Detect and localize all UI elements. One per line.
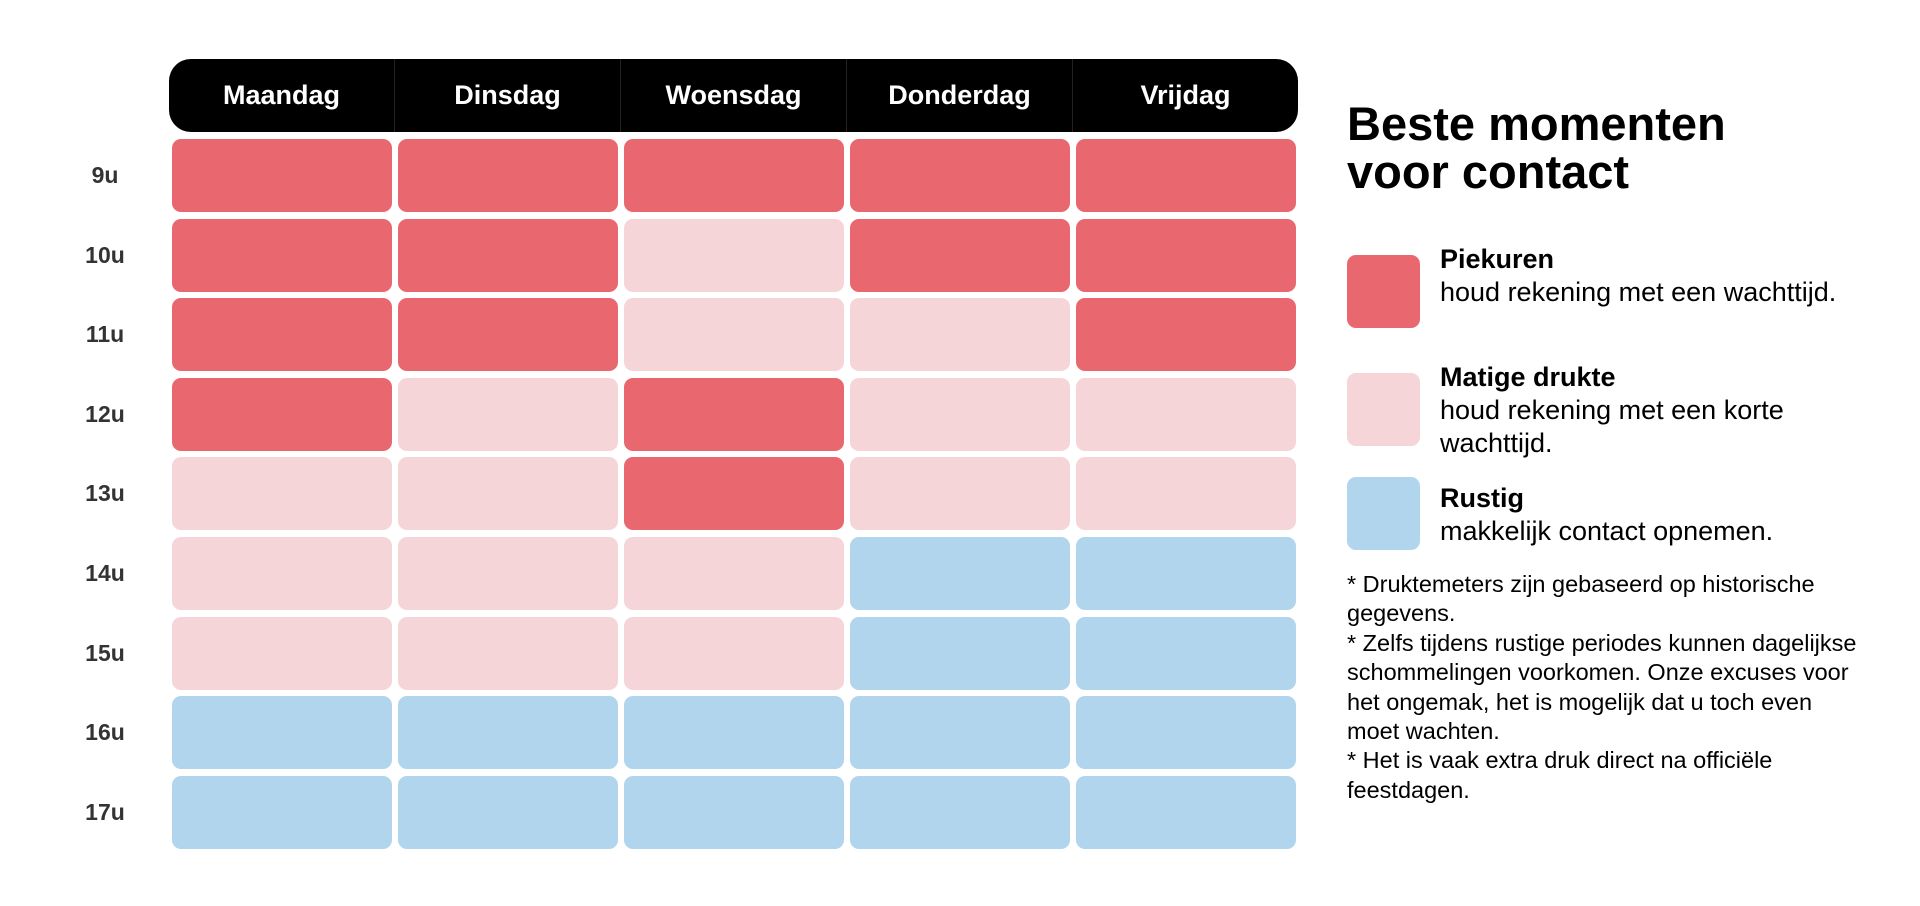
hour-label: 13u <box>85 480 125 507</box>
legend-desc: makkelijk contact opnemen. <box>1440 516 1774 546</box>
cell-piek <box>398 139 618 212</box>
legend-swatch-matig <box>1347 373 1420 446</box>
cell-piek <box>398 218 618 292</box>
cell-rustig <box>1076 537 1296 610</box>
day-header-dinsdag: Dinsdag <box>394 59 620 132</box>
cell-piek <box>1076 298 1296 372</box>
cell-matig <box>172 616 392 690</box>
legend-swatch-rustig <box>1347 477 1420 550</box>
hour-label: 17u <box>85 798 125 825</box>
cell-matig <box>1076 377 1296 451</box>
legend-item-piek: Piekuren houd rekening met een wachttijd… <box>1440 243 1860 309</box>
cell-rustig <box>398 775 618 849</box>
legend-label: Rustig <box>1440 483 1524 513</box>
hour-label: 10u <box>85 241 125 268</box>
legend-item-rustig: Rustig makkelijk contact opnemen. <box>1440 482 1860 548</box>
legend-desc: houd rekening met een wachttijd. <box>1440 277 1837 307</box>
legend-swatch-piek <box>1347 255 1420 328</box>
footnote: * Het is vaak extra druk direct na offic… <box>1347 747 1773 803</box>
cell-rustig <box>172 696 392 770</box>
cell-matig <box>624 218 844 292</box>
day-header-woensdag: Woensdag <box>620 59 846 132</box>
cell-matig <box>850 377 1070 451</box>
cell-piek <box>624 139 844 212</box>
day-header-donderdag: Donderdag <box>846 59 1072 132</box>
cell-piek <box>172 218 392 292</box>
cell-rustig <box>1076 616 1296 690</box>
cell-matig <box>624 616 844 690</box>
cell-piek <box>850 139 1070 212</box>
cell-rustig <box>850 616 1070 690</box>
legend-title-line2: voor contact <box>1347 145 1630 198</box>
cell-matig <box>172 537 392 610</box>
cell-piek <box>624 377 844 451</box>
cell-matig <box>850 457 1070 531</box>
cell-matig <box>624 298 844 372</box>
cell-rustig <box>624 696 844 770</box>
hour-label: 16u <box>85 719 125 746</box>
day-header: Maandag Dinsdag Woensdag Donderdag Vrijd… <box>169 59 1298 132</box>
cell-matig <box>398 377 618 451</box>
cell-rustig <box>1076 775 1296 849</box>
cell-rustig <box>398 696 618 770</box>
legend-label: Matige drukte <box>1440 362 1616 392</box>
cell-piek <box>624 457 844 531</box>
hour-label: 11u <box>85 321 125 348</box>
footnote: * Zelfs tijdens rustige periodes kunnen … <box>1347 629 1857 745</box>
cell-rustig <box>850 775 1070 849</box>
cell-piek <box>1076 218 1296 292</box>
cell-rustig <box>850 696 1070 770</box>
cell-matig <box>850 298 1070 372</box>
legend-title-line1: Beste momenten <box>1347 97 1726 150</box>
legend-label: Piekuren <box>1440 244 1555 274</box>
cell-rustig <box>624 775 844 849</box>
legend-item-matig: Matige drukte houd rekening met een kort… <box>1440 361 1840 460</box>
hour-label: 9u <box>91 162 119 188</box>
cell-matig <box>624 537 844 610</box>
hour-label: 15u <box>85 639 125 666</box>
legend-desc: houd rekening met een korte wachttijd. <box>1440 395 1784 458</box>
cell-rustig <box>850 537 1070 610</box>
cell-matig <box>1076 457 1296 531</box>
legend-title: Beste momenten voor contact <box>1347 100 1726 196</box>
hour-label: 14u <box>85 560 125 586</box>
cell-matig <box>398 616 618 690</box>
cell-rustig <box>1076 696 1296 770</box>
hour-label: 12u <box>85 400 125 427</box>
cell-piek <box>398 298 618 372</box>
footnote: * Druktemeters zijn gebaseerd op histori… <box>1347 571 1815 627</box>
cell-piek <box>172 377 392 451</box>
cell-piek <box>172 139 392 212</box>
cell-matig <box>398 537 618 610</box>
day-header-maandag: Maandag <box>222 80 341 110</box>
cell-matig <box>398 457 618 531</box>
day-header-vrijdag: Vrijdag <box>1072 59 1298 132</box>
cell-piek <box>172 298 392 372</box>
cell-rustig <box>172 775 392 849</box>
footnotes: * Druktemeters zijn gebaseerd op histori… <box>1347 570 1867 805</box>
cell-piek <box>1076 139 1296 212</box>
cell-matig <box>172 457 392 531</box>
cell-piek <box>850 218 1070 292</box>
